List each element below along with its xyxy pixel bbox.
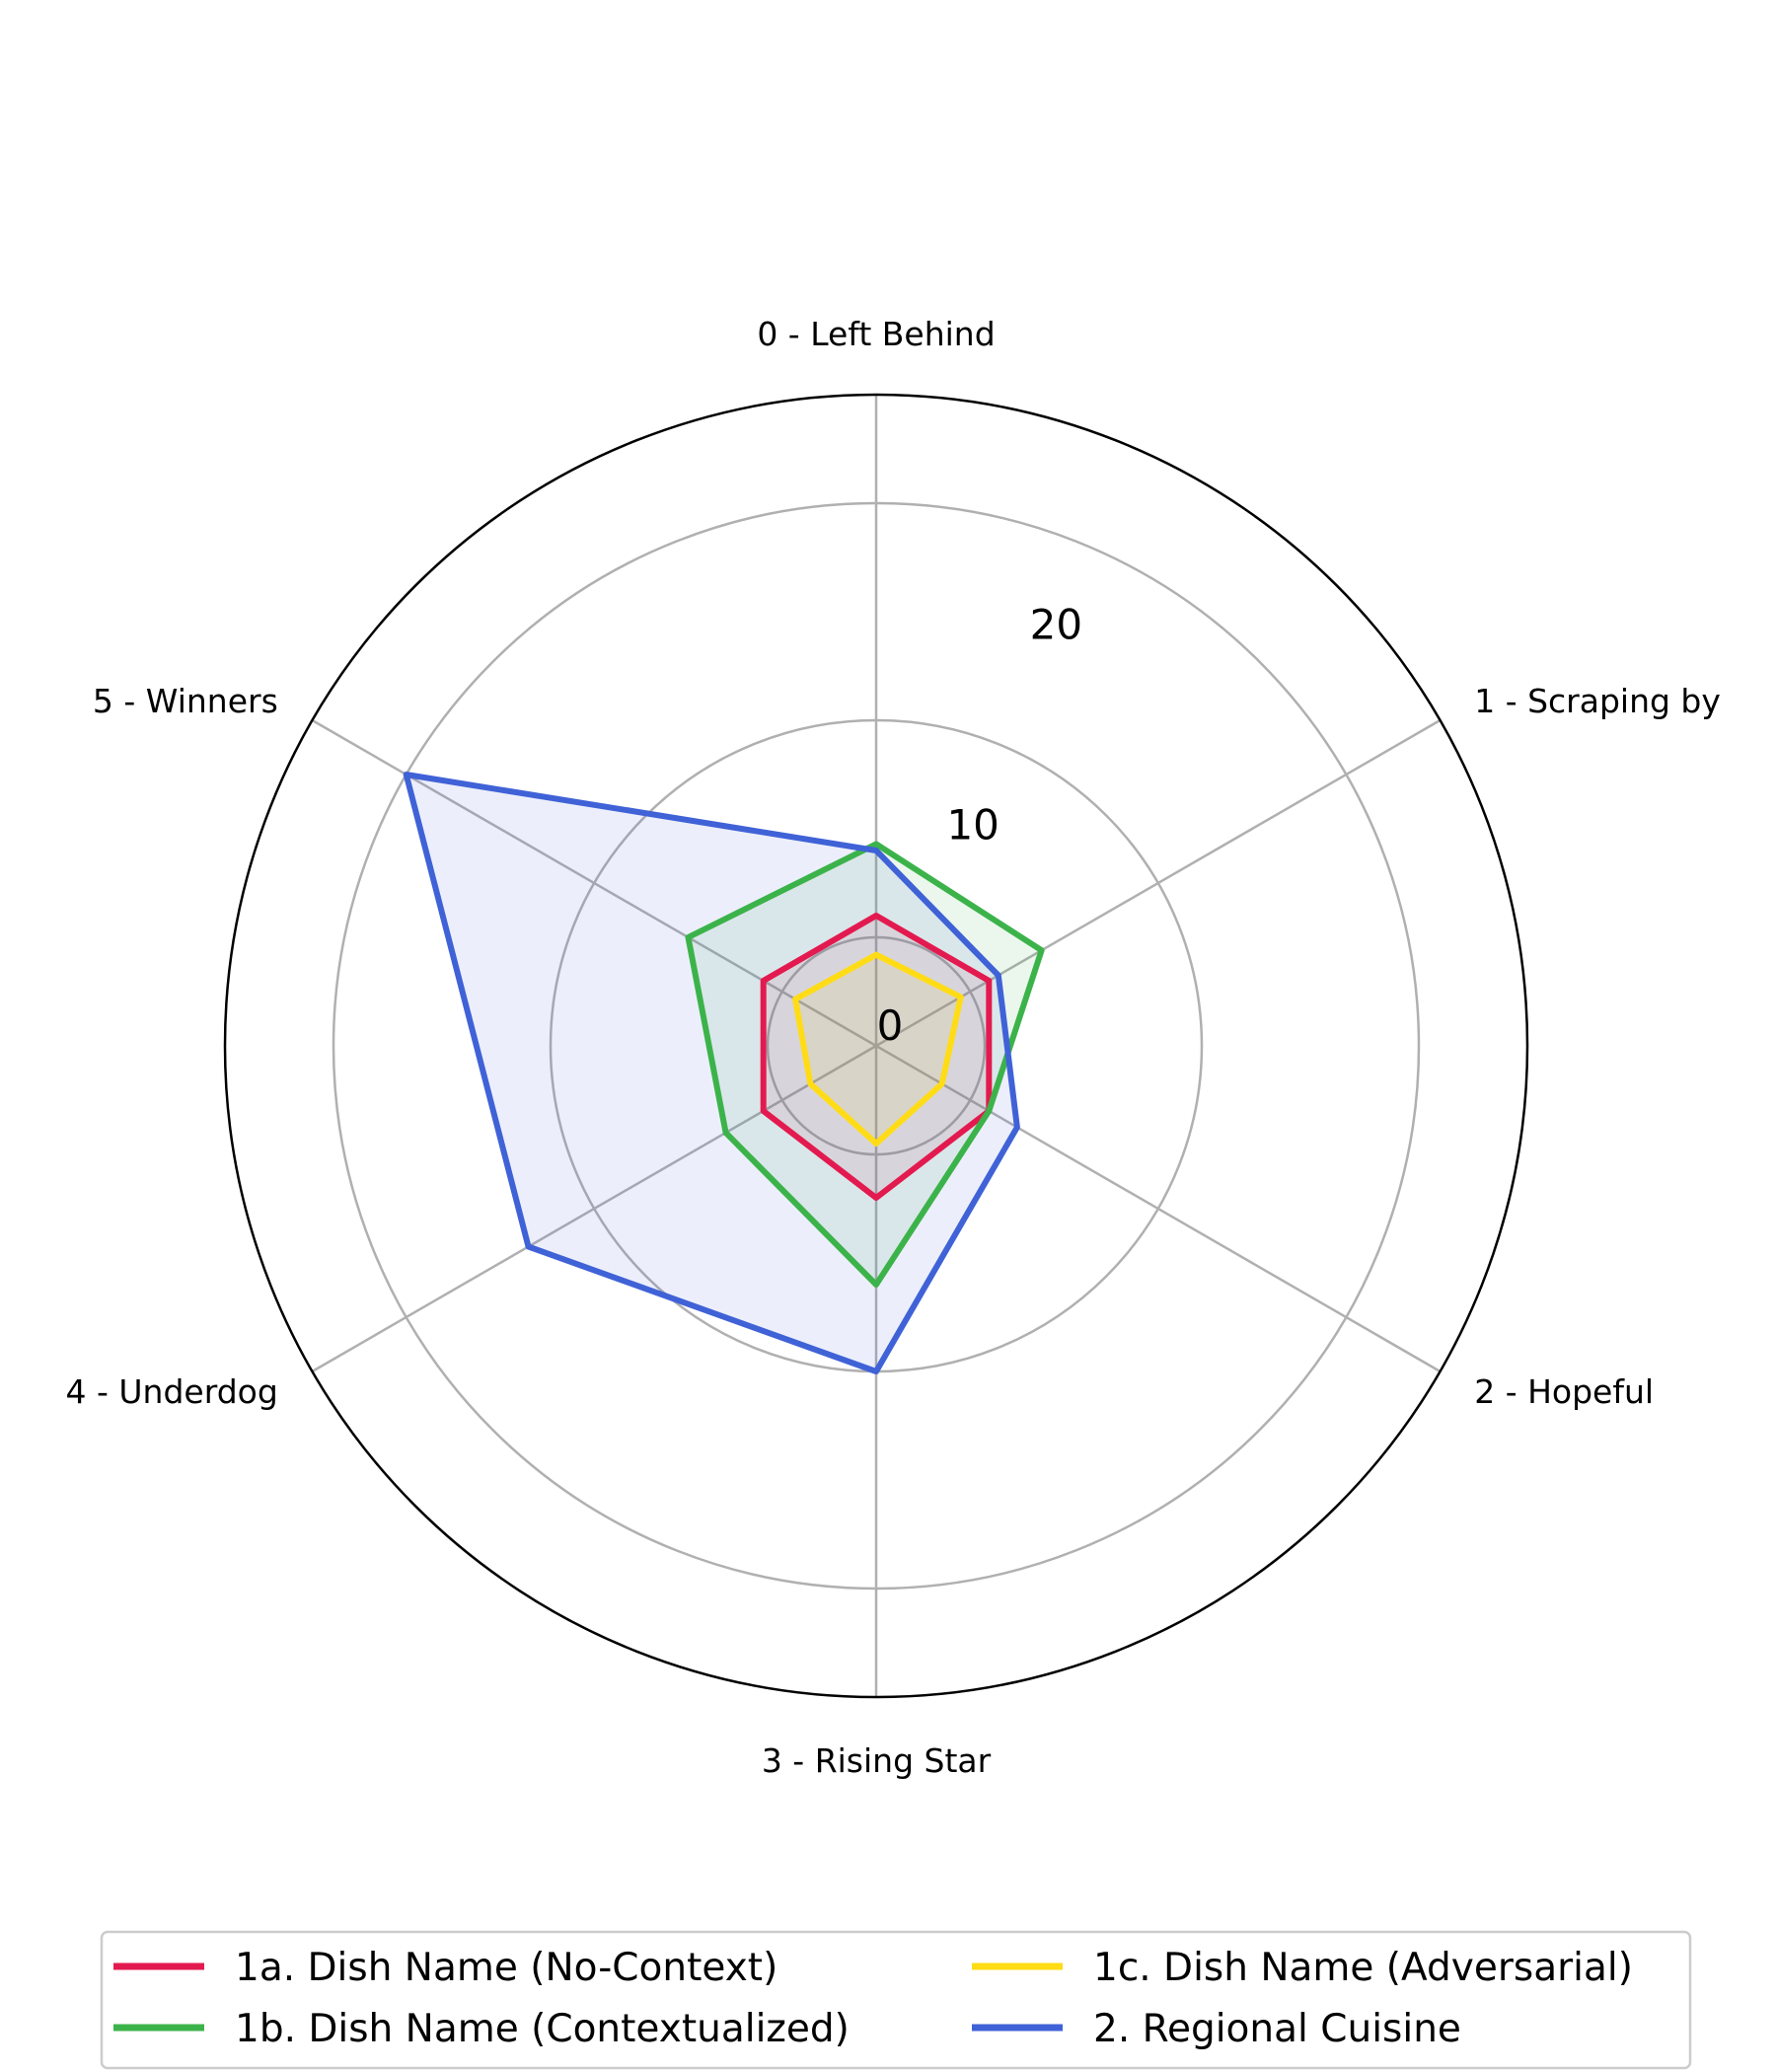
grid-circle [766,935,987,1156]
legend-label: 2. Regional Cuisine [1093,2007,1461,2051]
radar-labels: 0 10 20 0 - Left Behind 1 - Scraping by 2 - H… [66,315,1721,1780]
series-fill [795,954,961,1144]
axis-label: 1 - Scraping by [1474,682,1721,720]
axis-label: 0 - Left Behind [757,315,995,353]
outer-frame [223,393,1529,1699]
axis-label: 2 - Hopeful [1474,1372,1654,1411]
legend-label: 1c. Dish Name (Adversarial) [1093,1946,1633,1990]
radar-series [403,772,1045,1374]
r-tick-label: 20 [1030,600,1082,648]
series-line [685,841,1045,1288]
axis-label: 5 - Winners [93,682,278,720]
legend-label: 1a. Dish Name (No-Context) [235,1946,777,1990]
legend: 1a. Dish Name (No-Context) 1b. Dish Name … [100,1930,1692,2070]
r-tick-label: 0 [877,1001,904,1050]
grid-circle [332,501,1421,1591]
axis-label: 3 - Rising Star [762,1741,992,1780]
series-line [792,951,964,1147]
legend-label: 1b. Dish Name (Contextualized) [235,2007,850,2051]
series-fill [688,844,1042,1285]
axis-label: 4 - Underdog [66,1372,278,1411]
legend-box [100,1930,1692,2070]
series-line [760,913,993,1201]
r-tick-label: 10 [946,801,999,850]
series-line [403,772,1020,1374]
